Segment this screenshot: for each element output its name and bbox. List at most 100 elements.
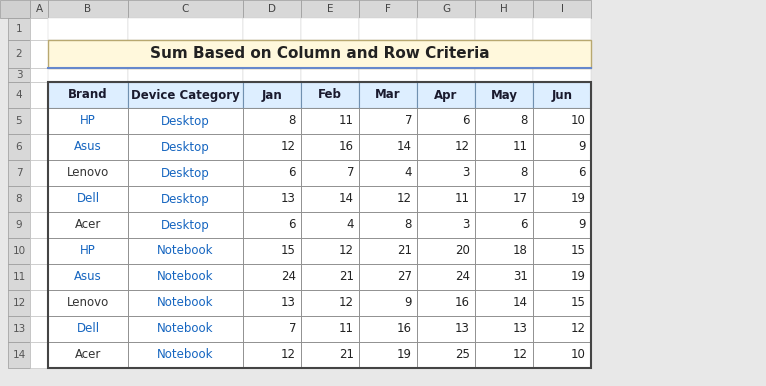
Text: 12: 12 — [12, 298, 25, 308]
Text: 4: 4 — [15, 90, 22, 100]
Text: Sum Based on Column and Row Criteria: Sum Based on Column and Row Criteria — [149, 46, 489, 61]
Text: 4: 4 — [404, 166, 412, 179]
Text: 7: 7 — [404, 115, 412, 127]
Bar — [475, 108, 533, 134]
Bar — [128, 0, 243, 18]
Bar — [8, 160, 30, 186]
Text: 11: 11 — [455, 193, 470, 205]
Bar — [359, 264, 417, 290]
Text: 10: 10 — [12, 246, 25, 256]
Text: 6: 6 — [289, 166, 296, 179]
Bar — [417, 68, 475, 82]
Text: 2: 2 — [15, 49, 22, 59]
Bar — [301, 160, 359, 186]
Text: 24: 24 — [455, 271, 470, 283]
Text: 12: 12 — [339, 296, 354, 310]
Bar — [243, 186, 301, 212]
Bar — [301, 212, 359, 238]
Bar — [475, 82, 533, 108]
Text: Jun: Jun — [552, 88, 572, 102]
Bar — [48, 82, 128, 108]
Text: 8: 8 — [289, 115, 296, 127]
Bar — [8, 264, 30, 290]
Text: E: E — [327, 4, 333, 14]
Text: F: F — [385, 4, 391, 14]
Text: 3: 3 — [15, 70, 22, 80]
Text: 9: 9 — [578, 141, 586, 154]
Text: Brand: Brand — [68, 88, 108, 102]
Text: 31: 31 — [513, 271, 528, 283]
Text: 9: 9 — [15, 220, 22, 230]
Bar — [359, 290, 417, 316]
Bar — [30, 108, 48, 134]
Bar — [301, 186, 359, 212]
Text: 15: 15 — [571, 244, 586, 257]
Text: B: B — [84, 4, 92, 14]
Bar — [533, 316, 591, 342]
Bar — [359, 342, 417, 368]
Bar — [128, 134, 243, 160]
Bar — [417, 264, 475, 290]
Bar — [30, 18, 48, 40]
Text: Feb: Feb — [318, 88, 342, 102]
Text: 16: 16 — [397, 322, 412, 335]
Bar — [8, 108, 30, 134]
Bar — [8, 342, 30, 368]
Bar — [8, 316, 30, 342]
Bar — [475, 212, 533, 238]
Bar — [48, 18, 128, 40]
Text: 12: 12 — [397, 193, 412, 205]
Text: 24: 24 — [281, 271, 296, 283]
Bar — [301, 238, 359, 264]
Text: 19: 19 — [571, 193, 586, 205]
Text: Apr: Apr — [434, 88, 458, 102]
Bar — [48, 82, 591, 368]
Bar — [48, 212, 128, 238]
Bar — [533, 160, 591, 186]
Bar — [128, 264, 243, 290]
Bar — [359, 82, 417, 108]
Text: Desktop: Desktop — [161, 115, 210, 127]
Text: Desktop: Desktop — [161, 218, 210, 232]
Bar — [128, 160, 243, 186]
Bar — [417, 0, 475, 18]
Bar — [8, 238, 30, 264]
Bar — [417, 160, 475, 186]
Bar — [475, 134, 533, 160]
Bar — [8, 68, 30, 82]
Text: 27: 27 — [397, 271, 412, 283]
Bar — [30, 316, 48, 342]
Bar — [128, 316, 243, 342]
Text: 19: 19 — [571, 271, 586, 283]
Bar — [359, 18, 417, 40]
Text: Notebook: Notebook — [157, 271, 214, 283]
Text: 17: 17 — [513, 193, 528, 205]
Bar — [359, 134, 417, 160]
Bar — [359, 212, 417, 238]
Bar — [475, 160, 533, 186]
Text: 13: 13 — [281, 193, 296, 205]
Bar — [533, 18, 591, 40]
Bar — [48, 0, 128, 18]
Bar — [417, 108, 475, 134]
Text: 6: 6 — [289, 218, 296, 232]
Text: Dell: Dell — [77, 193, 100, 205]
Bar — [301, 290, 359, 316]
Bar — [243, 134, 301, 160]
Bar — [533, 238, 591, 264]
Text: 8: 8 — [521, 166, 528, 179]
Bar — [243, 212, 301, 238]
Text: 19: 19 — [397, 349, 412, 362]
Text: 6: 6 — [578, 166, 586, 179]
Bar — [533, 186, 591, 212]
Text: Desktop: Desktop — [161, 141, 210, 154]
Bar — [301, 0, 359, 18]
Text: 7: 7 — [346, 166, 354, 179]
Text: Notebook: Notebook — [157, 322, 214, 335]
Bar — [475, 238, 533, 264]
Text: A: A — [35, 4, 43, 14]
Text: 12: 12 — [455, 141, 470, 154]
Text: 7: 7 — [289, 322, 296, 335]
Bar — [533, 212, 591, 238]
Bar — [128, 238, 243, 264]
